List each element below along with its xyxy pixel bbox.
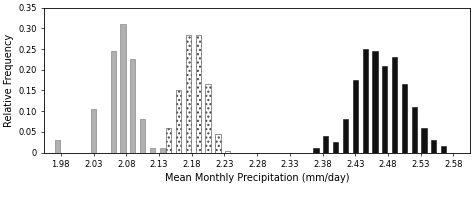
- Bar: [382, 66, 387, 153]
- Bar: [402, 84, 407, 153]
- X-axis label: Mean Monthly Precipitation (mm/day): Mean Monthly Precipitation (mm/day): [165, 173, 349, 183]
- Bar: [373, 51, 378, 153]
- Bar: [196, 35, 201, 153]
- Bar: [441, 146, 447, 153]
- Bar: [176, 151, 181, 153]
- Bar: [120, 24, 126, 153]
- Bar: [186, 35, 191, 153]
- Bar: [215, 151, 220, 153]
- Bar: [130, 60, 136, 153]
- Legend: Base, Scenario 1, Scenario 2, Scenario 3: Base, Scenario 1, Scenario 2, Scenario 3: [143, 217, 371, 218]
- Bar: [166, 148, 172, 153]
- Y-axis label: Relative Frequency: Relative Frequency: [4, 34, 14, 127]
- Bar: [110, 51, 116, 153]
- Bar: [91, 109, 96, 153]
- Bar: [333, 142, 338, 153]
- Bar: [411, 107, 417, 153]
- Bar: [313, 148, 319, 153]
- Bar: [140, 119, 145, 153]
- Bar: [392, 57, 397, 153]
- Bar: [363, 49, 368, 153]
- Bar: [421, 128, 427, 153]
- Bar: [176, 90, 181, 153]
- Bar: [166, 128, 172, 153]
- Bar: [353, 80, 358, 153]
- Bar: [343, 119, 348, 153]
- Bar: [205, 84, 210, 153]
- Bar: [150, 148, 155, 153]
- Bar: [225, 151, 230, 153]
- Bar: [160, 148, 165, 153]
- Bar: [431, 140, 437, 153]
- Bar: [215, 134, 220, 153]
- Bar: [55, 140, 60, 153]
- Bar: [323, 136, 328, 153]
